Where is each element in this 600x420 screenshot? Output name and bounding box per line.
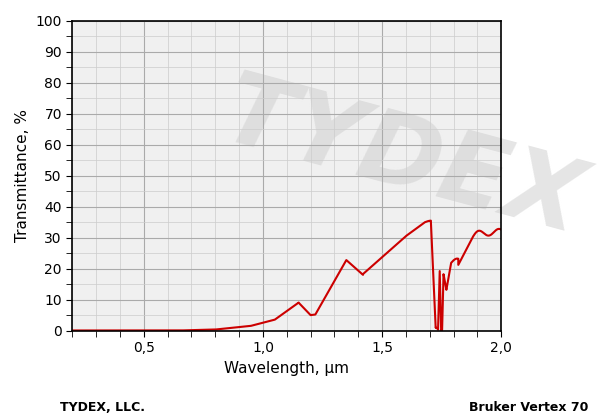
Y-axis label: Transmittance, %: Transmittance, % [15, 109, 30, 242]
X-axis label: Wavelength, μm: Wavelength, μm [224, 361, 349, 375]
Text: TYDEX: TYDEX [212, 66, 593, 255]
Text: Bruker Vertex 70: Bruker Vertex 70 [469, 401, 588, 414]
Text: TYDEX, LLC.: TYDEX, LLC. [60, 401, 145, 414]
